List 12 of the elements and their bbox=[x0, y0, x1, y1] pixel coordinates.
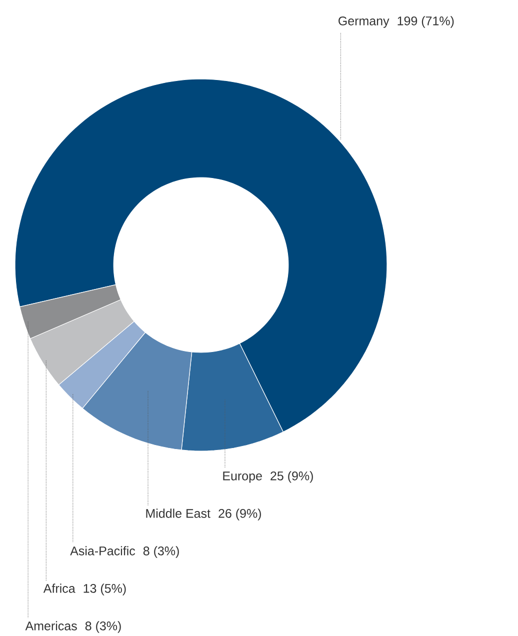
data-label: 8 (3%) bbox=[85, 621, 121, 633]
slice-label: Europe bbox=[223, 472, 262, 483]
slice-label: Americas bbox=[25, 621, 77, 630]
data-label: 8 (3%) bbox=[143, 546, 179, 558]
data-label: 26 (9%) bbox=[218, 508, 261, 520]
slice-label: Asia-Pacific bbox=[70, 546, 136, 556]
slice-label: Africa bbox=[43, 584, 76, 593]
data-label: 13 (5%) bbox=[84, 584, 126, 596]
slice-label: Germany bbox=[338, 16, 390, 28]
data-label: 199 (71%) bbox=[398, 16, 454, 28]
data-label: 25 (9%) bbox=[270, 471, 313, 483]
slice-label: Middle East bbox=[146, 508, 210, 518]
